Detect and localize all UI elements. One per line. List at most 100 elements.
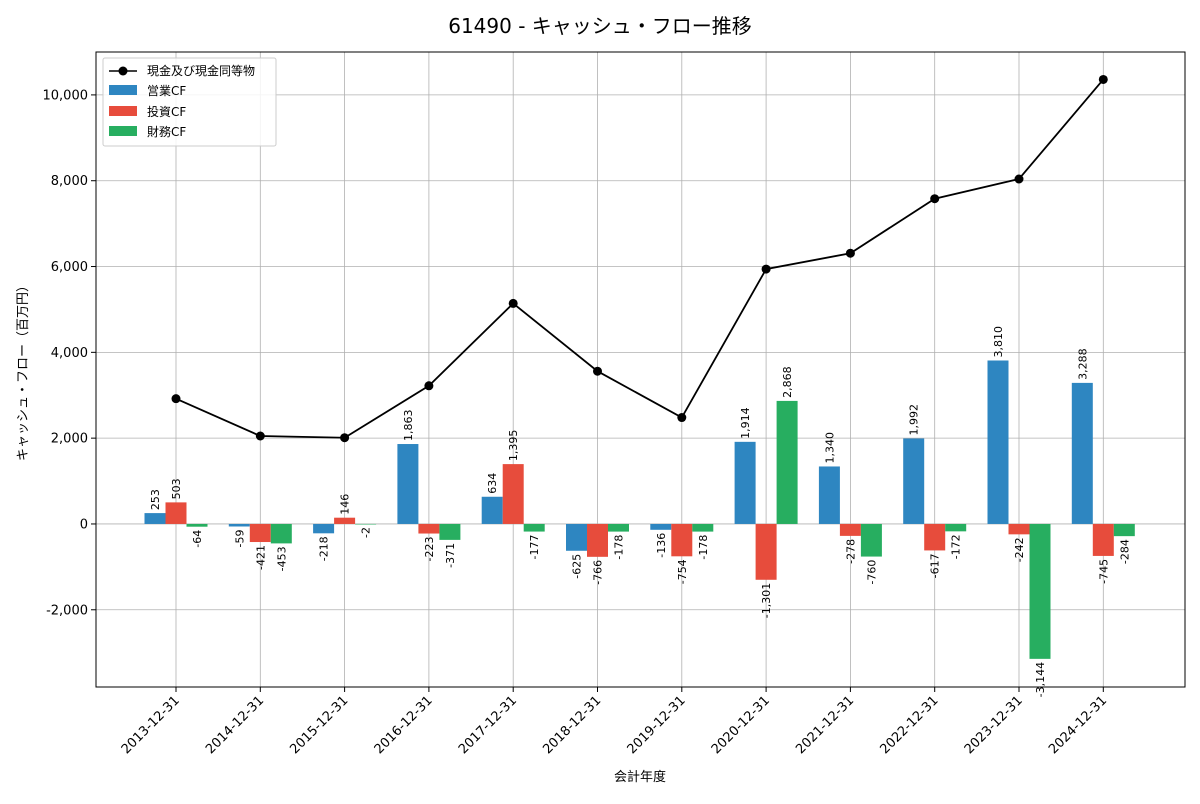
investing-cf-value-label: -278 — [844, 539, 857, 564]
cash-balance-point — [424, 381, 434, 391]
investing-cf-bar — [165, 502, 187, 524]
investing-cf-bar — [755, 523, 777, 580]
operating-cf-value-label: 3,288 — [1076, 348, 1089, 380]
operating-cf-bar — [481, 496, 503, 524]
investing-cf-value-label: -223 — [423, 537, 436, 562]
investing-cf-bar — [249, 523, 271, 543]
cash-balance-point — [677, 413, 687, 423]
financing-cf-value-label: -371 — [444, 543, 457, 568]
x-tick-label: 2024-12-31 — [1046, 693, 1110, 757]
investing-cf-value-label: 503 — [170, 478, 183, 499]
investing-cf-bar — [1008, 523, 1030, 535]
operating-cf-value-label: 634 — [486, 473, 499, 494]
bar-layer — [144, 360, 1135, 659]
investing-cf-bar — [334, 517, 356, 524]
operating-cf-bar — [228, 523, 250, 527]
operating-cf-value-label: -218 — [318, 536, 331, 561]
cash-balance-point — [508, 298, 518, 308]
legend-line-marker — [118, 66, 128, 76]
y-tick-label: 4,000 — [51, 346, 88, 361]
investing-cf-value-label: 1,395 — [507, 430, 520, 462]
investing-cf-value-label: -242 — [1013, 537, 1026, 562]
legend-box — [102, 57, 277, 147]
cash-balance-point — [255, 431, 265, 441]
cash-balance-point — [1014, 174, 1024, 184]
operating-cf-value-label: -59 — [233, 529, 246, 547]
legend-swatch-investing — [109, 106, 137, 116]
y-tick-label: 6,000 — [51, 260, 88, 275]
financing-cf-bar — [945, 523, 967, 532]
x-tick-label: 2015-12-31 — [287, 693, 351, 757]
x-axis-label: 会計年度 — [614, 769, 666, 785]
financing-cf-value-label: -172 — [950, 534, 963, 559]
investing-cf-value-label: -745 — [1097, 559, 1110, 584]
financing-cf-value-label: -453 — [275, 546, 288, 571]
operating-cf-value-label: 1,863 — [402, 410, 415, 442]
operating-cf-bar — [818, 466, 840, 524]
chart-title: 61490 - キャッシュ・フロー推移 — [448, 14, 752, 38]
operating-cf-value-label: 1,914 — [739, 407, 752, 439]
financing-cf-value-label: -64 — [191, 530, 204, 548]
financing-cf-value-label: -2 — [360, 527, 373, 538]
financing-cf-bar — [186, 523, 208, 527]
investing-cf-value-label: 146 — [339, 494, 352, 515]
financing-cf-value-label: 2,868 — [781, 366, 794, 398]
line-layer — [171, 74, 1108, 443]
legend-swatch-financing — [109, 126, 137, 136]
investing-cf-bar — [587, 523, 608, 557]
financing-cf-bar — [1029, 523, 1051, 659]
financing-cf-value-label: -284 — [1118, 539, 1131, 564]
investing-cf-value-label: -617 — [929, 553, 942, 578]
bar-label-layer: 253 -59 -218 1,863 634 -625 -136 1,914 1,340 1,99… — [149, 326, 1131, 697]
operating-cf-bar — [144, 513, 166, 524]
legend-item-cash: 現金及び現金同等物 — [147, 63, 255, 78]
cash-balance-point — [761, 264, 771, 274]
plot-frame — [95, 51, 1186, 688]
operating-cf-bar — [903, 438, 925, 524]
legend-item-operating: 営業CF — [147, 84, 186, 98]
financing-cf-bar — [270, 523, 292, 544]
operating-cf-value-label: 3,810 — [992, 326, 1005, 358]
operating-cf-value-label: -625 — [571, 554, 584, 579]
cash-balance-point — [845, 248, 855, 258]
legend-swatch-operating — [109, 85, 137, 95]
cash-balance-line — [175, 78, 1104, 439]
operating-cf-value-label: 1,992 — [908, 404, 921, 436]
x-tick-label: 2021-12-31 — [793, 693, 857, 757]
x-tick-label: 2017-12-31 — [456, 693, 520, 757]
operating-cf-bar — [566, 523, 587, 551]
operating-cf-bar — [987, 360, 1009, 524]
financing-cf-bar — [439, 523, 461, 540]
x-tick-label: 2022-12-31 — [877, 693, 941, 757]
x-tick-label: 2019-12-31 — [625, 693, 689, 757]
investing-cf-bar — [924, 523, 946, 551]
operating-cf-value-label: 253 — [149, 489, 162, 510]
axis-layer: -2,000 0 2,000 4,000 6,000 8,000 10,000 2013-12… — [43, 88, 1111, 757]
investing-cf-value-label: -421 — [254, 545, 267, 570]
financing-cf-bar — [355, 523, 377, 525]
x-tick-label: 2018-12-31 — [540, 693, 604, 757]
financing-cf-bar — [860, 523, 882, 557]
y-tick-label: 2,000 — [51, 432, 88, 447]
investing-cf-bar — [1092, 523, 1114, 556]
operating-cf-bar — [734, 441, 756, 524]
y-tick-label: 10,000 — [43, 88, 89, 103]
investing-cf-value-label: -766 — [592, 560, 605, 585]
grid-layer — [96, 52, 1185, 687]
x-tick-label: 2023-12-31 — [962, 693, 1026, 757]
legend-item-investing: 投資CF — [147, 104, 186, 119]
operating-cf-bar — [313, 523, 335, 534]
operating-cf-bar — [397, 444, 419, 524]
operating-cf-value-label: -136 — [655, 533, 668, 558]
x-tick-label: 2016-12-31 — [372, 693, 436, 757]
x-tick-label: 2020-12-31 — [709, 693, 773, 757]
financing-cf-value-label: -178 — [697, 535, 710, 560]
legend-item-financing: 財務CF — [147, 124, 186, 139]
cash-balance-point — [593, 366, 602, 376]
financing-cf-bar — [692, 523, 714, 532]
financing-cf-value-label: -3,144 — [1034, 662, 1047, 697]
operating-cf-bar — [1071, 382, 1093, 524]
financing-cf-bar — [523, 523, 545, 532]
